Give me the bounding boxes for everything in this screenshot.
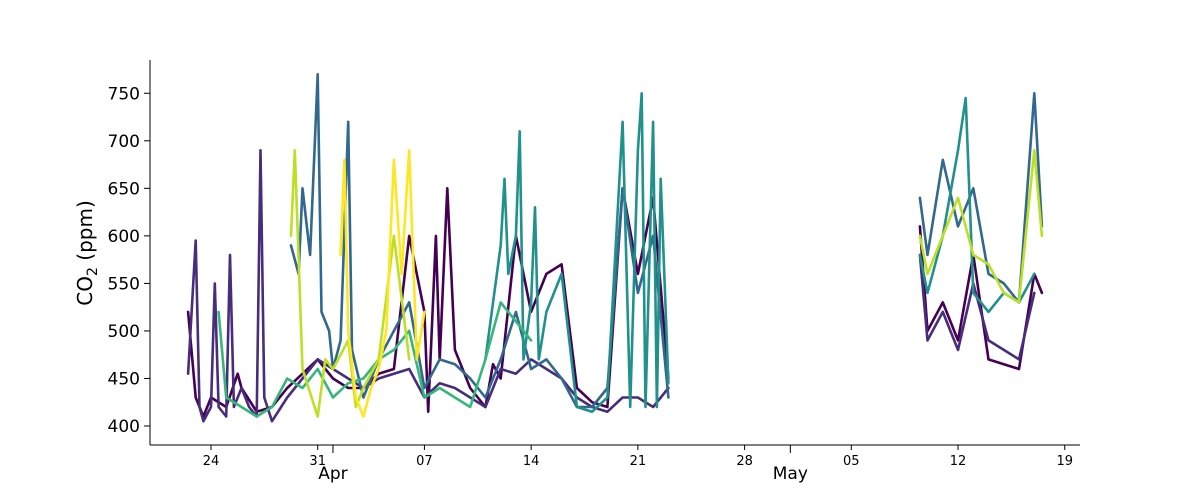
x-minor-tick-label: 31 — [309, 454, 326, 469]
y-tick-label: 650 — [108, 179, 140, 199]
x-minor-tick-label: 21 — [630, 454, 647, 469]
series-line-2 — [186, 149, 1036, 423]
y-axis-label: CO2 (ppm) — [73, 200, 101, 305]
x-minor-tick-label: 24 — [203, 454, 220, 469]
x-minor-tick-label: 05 — [843, 454, 860, 469]
x-major-tick-label: Apr — [318, 464, 347, 484]
x-minor-tick-label: 14 — [523, 454, 540, 469]
y-tick-label: 400 — [108, 417, 140, 437]
y-tick-label: 750 — [108, 84, 140, 104]
series-line-7 — [339, 149, 426, 418]
y-tick-label: 600 — [108, 227, 140, 247]
y-tick-label: 450 — [108, 369, 140, 389]
y-tick-label: 700 — [108, 132, 140, 152]
series-line-6 — [289, 149, 1044, 418]
y-tick-label: 500 — [108, 322, 140, 342]
y-axis-label-main: CO — [73, 276, 97, 306]
series-line-5 — [217, 301, 533, 418]
x-minor-tick-label: 12 — [950, 454, 967, 469]
series-line-3 — [289, 73, 1044, 409]
y-axis-label-subscript: 2 — [85, 267, 101, 276]
y-tick-label: 550 — [108, 274, 140, 294]
x-minor-tick-label: 28 — [736, 454, 753, 469]
x-minor-tick-label: 07 — [416, 454, 433, 469]
series-line-4 — [484, 92, 1036, 413]
x-minor-tick-label: 19 — [1056, 454, 1073, 469]
series-layer — [186, 73, 1044, 423]
y-ticks: 400 450 500 550 600 650 700 750 — [108, 84, 150, 437]
x-major-tick-label: May — [773, 464, 808, 484]
x-ticks: 24 31 07 14 21 28 05 12 19 Apr May — [203, 445, 1073, 484]
y-axis-label-unit: (ppm) — [73, 200, 97, 267]
